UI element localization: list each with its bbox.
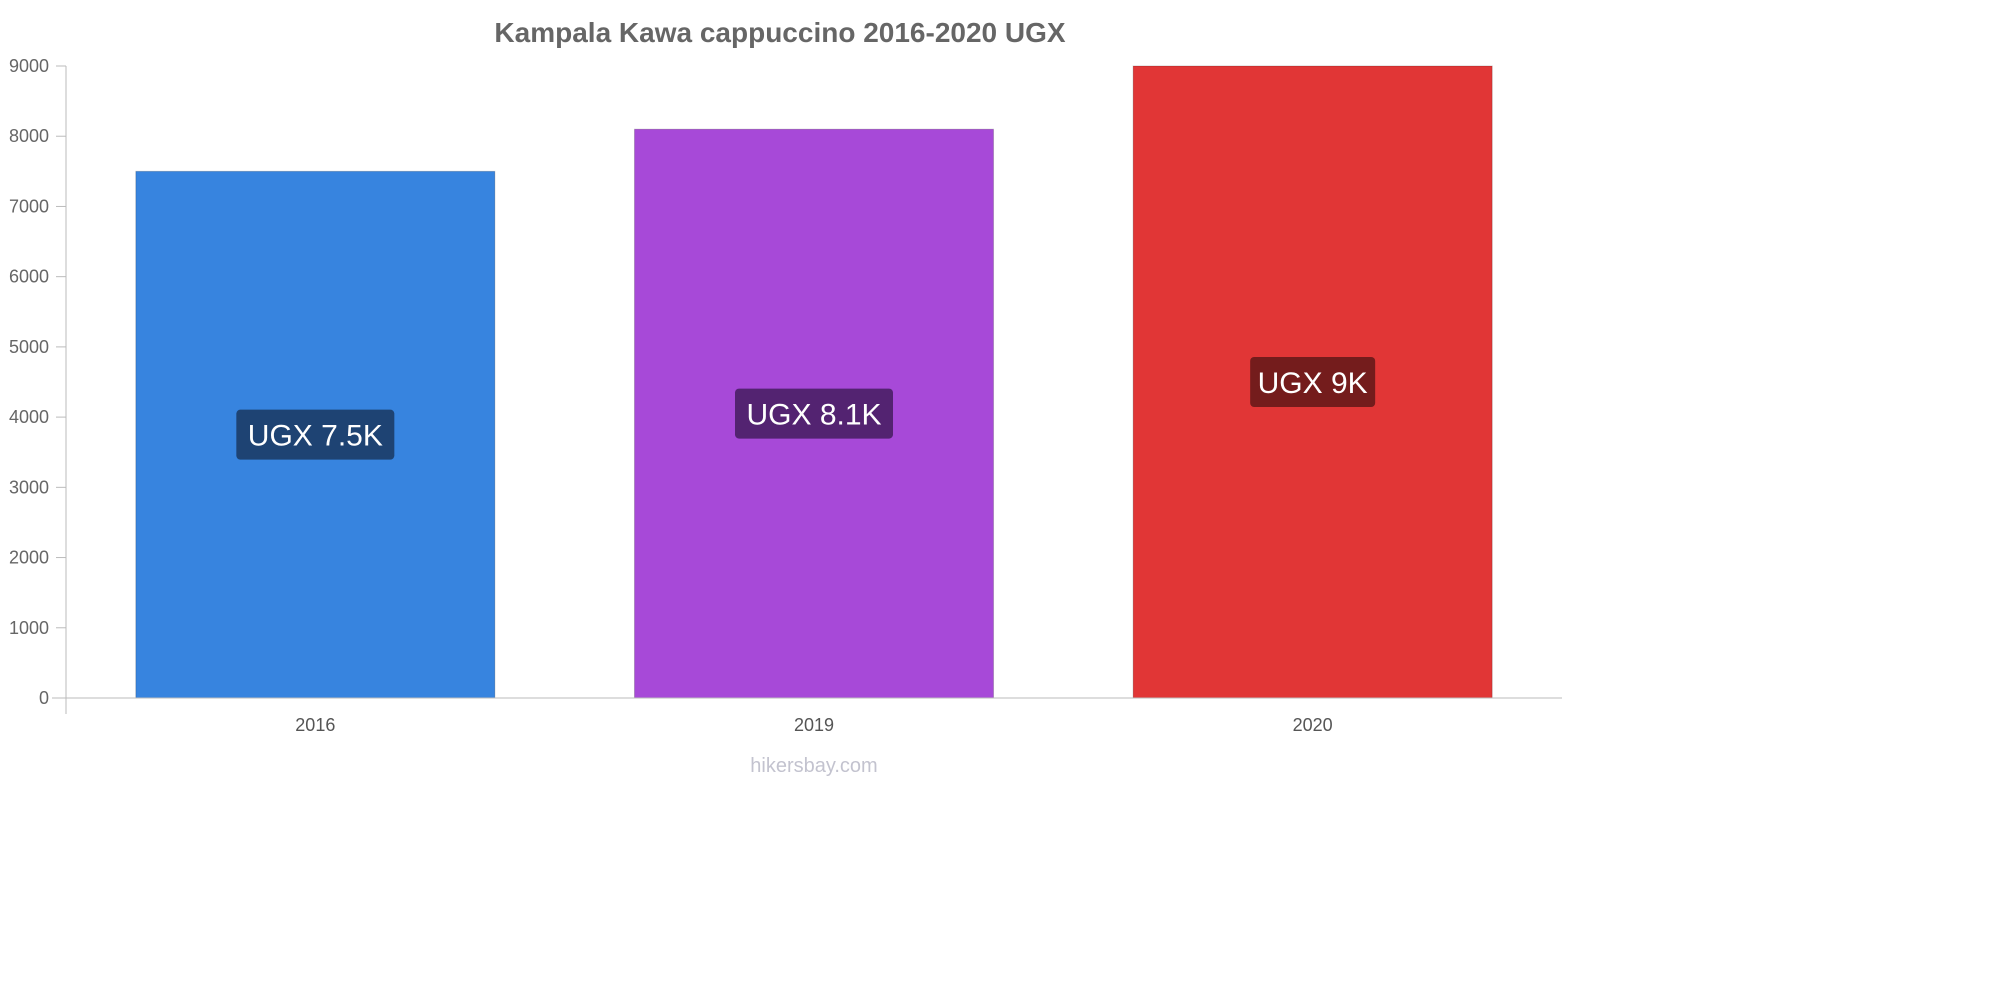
y-tick-label: 5000	[9, 337, 49, 357]
bar-chart: Kampala Kawa cappuccino 2016-2020 UGX 0 1…	[9, 17, 1562, 777]
x-tick-label: 2020	[1293, 715, 1333, 735]
x-tick-label: 2019	[794, 715, 834, 735]
y-tick-label: 4000	[9, 407, 49, 427]
y-tick-label: 3000	[9, 477, 49, 497]
value-label: UGX 9K	[1258, 367, 1368, 400]
value-label-box	[236, 409, 395, 460]
y-tick-label: 7000	[9, 196, 49, 216]
value-label-box	[1250, 357, 1376, 407]
y-axis-ticks: 0 1000 2000 3000 4000 5000 6000 7000 8000 9000	[9, 56, 66, 708]
y-tick-label: 0	[39, 688, 49, 708]
y-tick-label: 9000	[9, 56, 49, 76]
x-axis-labels: 2016 2019 2020	[295, 715, 1332, 735]
value-label: UGX 7.5K	[248, 420, 383, 453]
chart-title: Kampala Kawa cappuccino 2016-2020 UGX	[494, 17, 1065, 48]
source-watermark: hikersbay.com	[750, 755, 877, 777]
x-tick-label: 2016	[295, 715, 335, 735]
y-tick-label: 6000	[9, 267, 49, 287]
value-labels: UGX 7.5K UGX 8.1K UGX 9K	[236, 357, 1376, 460]
y-tick-label: 1000	[9, 618, 49, 638]
value-label: UGX 8.1K	[746, 399, 881, 432]
value-label-box	[735, 388, 893, 439]
y-tick-label: 8000	[9, 126, 49, 146]
y-tick-label: 2000	[9, 548, 49, 568]
